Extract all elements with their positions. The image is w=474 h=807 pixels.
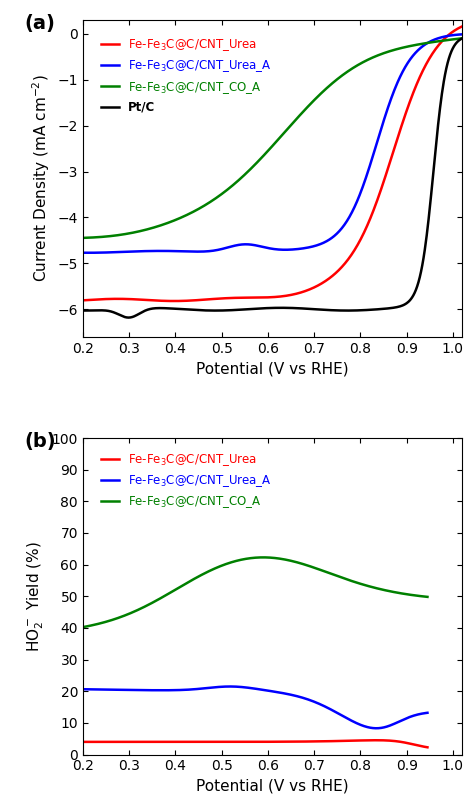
Text: (a): (a) (24, 14, 55, 33)
Legend: Fe-Fe$_3$C@C/CNT_Urea, Fe-Fe$_3$C@C/CNT_Urea_A, Fe-Fe$_3$C@C/CNT_CO_A: Fe-Fe$_3$C@C/CNT_Urea, Fe-Fe$_3$C@C/CNT_… (96, 447, 277, 515)
X-axis label: Potential (V vs RHE): Potential (V vs RHE) (196, 779, 349, 794)
Text: (b): (b) (24, 432, 56, 450)
X-axis label: Potential (V vs RHE): Potential (V vs RHE) (196, 361, 349, 376)
Y-axis label: Current Density (mA cm$^{-2}$): Current Density (mA cm$^{-2}$) (30, 74, 52, 282)
Y-axis label: HO$_2^-$ Yield (%): HO$_2^-$ Yield (%) (26, 541, 46, 651)
Legend: Fe-Fe$_3$C@C/CNT_Urea, Fe-Fe$_3$C@C/CNT_Urea_A, Fe-Fe$_3$C@C/CNT_CO_A, Pt/C: Fe-Fe$_3$C@C/CNT_Urea, Fe-Fe$_3$C@C/CNT_… (96, 32, 277, 119)
